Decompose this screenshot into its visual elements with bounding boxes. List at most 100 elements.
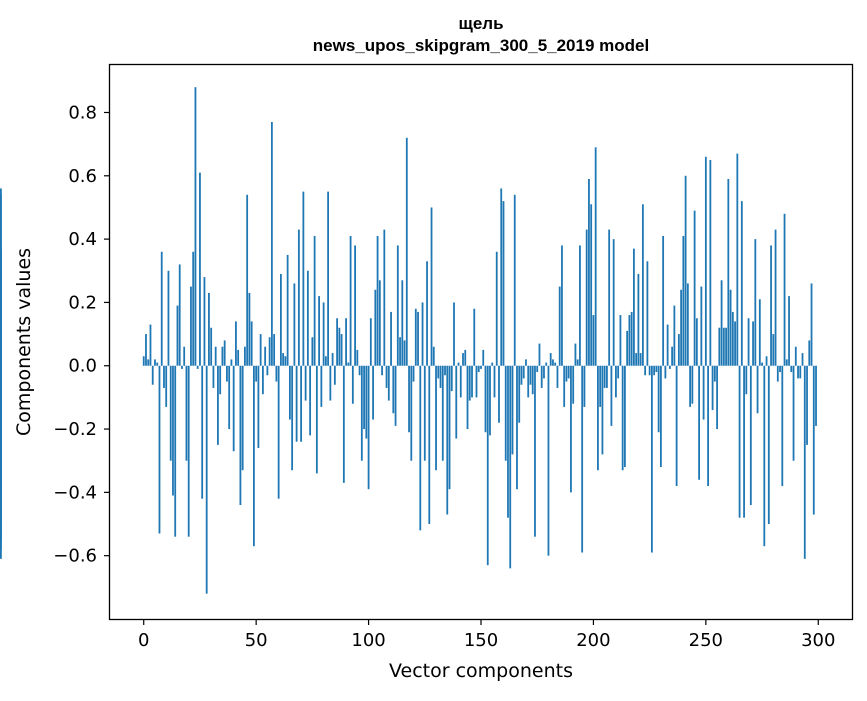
bar xyxy=(500,188,502,365)
bar xyxy=(181,366,183,369)
bar xyxy=(640,353,642,366)
bar xyxy=(473,309,475,366)
bar xyxy=(476,366,478,398)
bar xyxy=(682,236,684,366)
bar xyxy=(440,366,442,388)
bar xyxy=(424,366,426,461)
bar xyxy=(779,366,781,372)
bar xyxy=(566,366,568,382)
bar xyxy=(233,366,235,451)
bar xyxy=(581,366,583,553)
bar xyxy=(190,287,192,366)
bar xyxy=(532,366,534,394)
bar xyxy=(298,230,300,366)
bar xyxy=(700,287,702,366)
bar xyxy=(284,356,286,366)
bar xyxy=(334,366,336,385)
bar xyxy=(422,302,424,365)
y-tick-label: 0.8 xyxy=(68,102,97,123)
bar xyxy=(168,271,170,366)
bar xyxy=(584,366,586,407)
bar xyxy=(469,366,471,401)
bar xyxy=(543,366,545,379)
bar xyxy=(204,277,206,366)
bar xyxy=(804,366,806,559)
bar xyxy=(577,359,579,365)
bar xyxy=(772,334,774,366)
bar xyxy=(606,366,608,388)
x-tick-label: 150 xyxy=(464,630,498,651)
bar xyxy=(455,366,457,439)
bar xyxy=(370,318,372,365)
bar xyxy=(386,366,388,388)
bar xyxy=(242,366,244,470)
x-tick-label: 200 xyxy=(576,630,610,651)
bar xyxy=(244,347,246,366)
bar xyxy=(797,366,799,379)
bar xyxy=(788,296,790,366)
bar xyxy=(309,366,311,436)
bar xyxy=(482,350,484,366)
bar xyxy=(188,366,190,537)
bar xyxy=(503,201,505,366)
bar xyxy=(541,366,543,388)
bar xyxy=(381,366,383,376)
bar xyxy=(235,321,237,365)
bar xyxy=(750,366,752,505)
bar xyxy=(374,290,376,366)
bar xyxy=(350,236,352,366)
bar xyxy=(770,245,772,365)
bar xyxy=(327,192,329,366)
bar xyxy=(195,87,197,366)
bar xyxy=(716,366,718,429)
bar xyxy=(642,204,644,365)
bar xyxy=(633,249,635,366)
bar xyxy=(356,350,358,366)
bar xyxy=(489,366,491,436)
bar xyxy=(186,366,188,461)
bar xyxy=(712,366,714,410)
bar xyxy=(545,363,547,366)
bar xyxy=(757,366,759,413)
bar xyxy=(460,366,462,398)
bar xyxy=(649,366,651,376)
bar xyxy=(806,366,808,445)
bar xyxy=(323,302,325,365)
bar xyxy=(264,347,266,366)
bar xyxy=(406,138,408,366)
bar xyxy=(237,350,239,366)
bar xyxy=(707,366,709,486)
bar xyxy=(159,366,161,534)
bar xyxy=(615,366,617,398)
bar xyxy=(352,366,354,404)
bar xyxy=(287,255,289,366)
bar xyxy=(795,347,797,366)
bar xyxy=(329,366,331,401)
bar xyxy=(249,293,251,366)
bar xyxy=(651,366,653,553)
bar xyxy=(266,366,268,376)
bar xyxy=(739,366,741,518)
bar xyxy=(453,302,455,365)
bar xyxy=(593,315,595,366)
bar xyxy=(444,366,446,376)
bar xyxy=(217,366,219,445)
bar xyxy=(305,366,307,401)
bar xyxy=(518,366,520,423)
bar xyxy=(446,366,448,515)
bar xyxy=(736,154,738,366)
bar xyxy=(752,321,754,365)
bar xyxy=(635,353,637,366)
bar xyxy=(341,334,343,366)
bar xyxy=(253,366,255,546)
x-axis-label: Vector components xyxy=(389,660,573,682)
y-tick-label: 0.0 xyxy=(68,356,97,377)
chart-subtitle: news_upos_skipgram_300_5_2019 model xyxy=(313,36,649,55)
bar xyxy=(620,315,622,366)
bar xyxy=(368,366,370,489)
bar xyxy=(784,214,786,366)
bar xyxy=(332,353,334,366)
bar xyxy=(147,359,149,365)
bar xyxy=(343,366,345,483)
bar xyxy=(694,211,696,366)
